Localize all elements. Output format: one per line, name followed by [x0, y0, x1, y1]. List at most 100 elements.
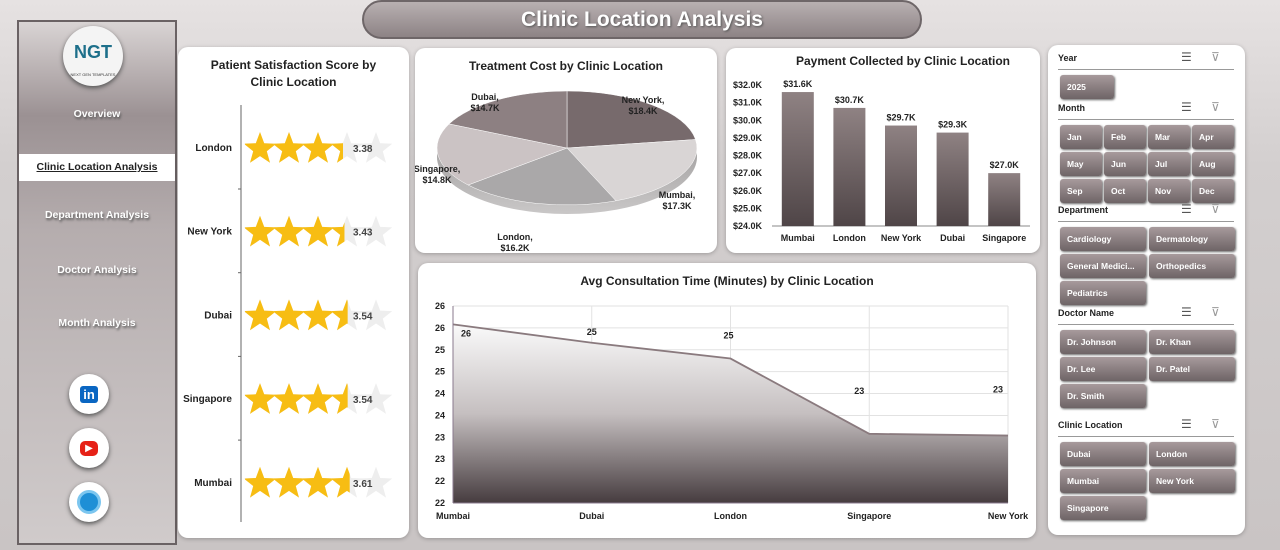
slicer-item-jun[interactable]: Jun	[1104, 152, 1146, 176]
linkedin-button[interactable]: in	[69, 374, 109, 414]
clear-filter-icon[interactable]: ⊽	[1211, 100, 1220, 114]
divider	[1058, 436, 1234, 437]
slicer-panel: Year ☰ ⊽ 2025 Month ☰ ⊽ Jan Feb Mar Apr May Jun Jul Au…	[1048, 45, 1245, 535]
star-filled-icon	[272, 215, 306, 247]
y-tick-label: $27.0K	[733, 168, 763, 178]
slicer-item-may[interactable]: May	[1060, 152, 1102, 176]
y-tick-label: 24	[435, 389, 445, 399]
website-button[interactable]	[69, 482, 109, 522]
multi-select-icon[interactable]: ☰	[1181, 100, 1192, 114]
bar-singapore	[988, 173, 1021, 226]
data-label: Mumbai, $17.3K	[659, 190, 696, 211]
nav-month-analysis[interactable]: Month Analysis	[58, 317, 136, 329]
clear-filter-icon[interactable]: ⊽	[1211, 417, 1220, 431]
bar-dubai	[936, 132, 969, 226]
data-label: 23	[854, 386, 864, 396]
slicer-item-dr-lee[interactable]: Dr. Lee	[1060, 357, 1146, 381]
data-label: $31.6K	[783, 79, 813, 89]
star-rating-london	[243, 132, 393, 163]
payment-chart: $24.0K $25.0K $26.0K $27.0K $28.0K $29.0K $30.…	[733, 79, 1030, 243]
value-label: 3.54	[353, 395, 373, 406]
slicer-item-dubai[interactable]: Dubai	[1060, 442, 1146, 466]
slicer-item-dr-smith[interactable]: Dr. Smith	[1060, 384, 1146, 408]
data-label: $30.7K	[835, 95, 865, 105]
x-tick-label: Singapore	[847, 511, 891, 521]
star-filled-icon	[301, 383, 335, 414]
slicer-item-dr-patel[interactable]: Dr. Patel	[1149, 357, 1235, 381]
page-title: Clinic Location Analysis	[362, 0, 922, 39]
data-label-line: Singapore,	[415, 164, 460, 174]
y-tick-label: $29.0K	[733, 133, 763, 143]
slicer-item-general-medici-[interactable]: General Medici...	[1060, 254, 1146, 278]
nav-department-analysis[interactable]: Department Analysis	[44, 209, 150, 221]
bar-new-york	[885, 125, 917, 226]
logo-text: NGT	[74, 42, 112, 62]
clear-filter-icon[interactable]: ⊽	[1211, 50, 1220, 64]
y-tick-label: $26.0K	[733, 186, 763, 196]
slicer-item-dec[interactable]: Dec	[1192, 179, 1234, 203]
multi-select-icon[interactable]: ☰	[1181, 50, 1192, 64]
data-label: Singapore, $14.8K	[415, 164, 460, 185]
slicer-item-mar[interactable]: Mar	[1148, 125, 1190, 149]
x-tick-label: New York	[988, 511, 1029, 521]
x-tick-label: London	[833, 233, 866, 243]
slicer-item-jul[interactable]: Jul	[1148, 152, 1190, 176]
y-tick-label: 23	[435, 432, 445, 442]
slicer-item-new-york[interactable]: New York	[1149, 469, 1235, 493]
data-label-line: $18.4K	[628, 106, 658, 116]
slicer-item-jan[interactable]: Jan	[1060, 125, 1102, 149]
category-label: Dubai	[204, 310, 232, 321]
nav-doctor-analysis[interactable]: Doctor Analysis	[57, 264, 137, 276]
slicer-item-oct[interactable]: Oct	[1104, 179, 1146, 203]
data-label: London, $16.2K	[497, 232, 533, 253]
value-label: 3.43	[353, 228, 373, 239]
y-tick-label: 24	[435, 410, 445, 420]
slicer-item-dermatology[interactable]: Dermatology	[1149, 227, 1235, 251]
slicer-item-2025[interactable]: 2025	[1060, 75, 1114, 99]
star-filled-icon	[330, 299, 348, 331]
star-filled-icon	[301, 466, 335, 498]
clear-filter-icon[interactable]: ⊽	[1211, 202, 1220, 216]
x-tick-label: Mumbai	[436, 511, 470, 521]
slicer-item-sep[interactable]: Sep	[1060, 179, 1102, 203]
slicer-title-doctor-name: Doctor Name	[1058, 308, 1115, 318]
data-label-line: New York,	[622, 95, 665, 105]
nav-overview[interactable]: Overview	[73, 108, 121, 120]
star-filled-icon	[330, 222, 345, 247]
slicer-item-feb[interactable]: Feb	[1104, 125, 1146, 149]
slicer-item-singapore[interactable]: Singapore	[1060, 496, 1146, 520]
sidebar: NGT NEXT GEN TEMPLATES Overview Clinic Lo…	[17, 20, 177, 545]
star-filled-icon	[330, 142, 344, 163]
star-filled-icon	[272, 132, 306, 163]
data-label: $29.7K	[886, 113, 916, 123]
area-fill	[453, 324, 1008, 503]
x-tick-label: Mumbai	[781, 233, 815, 243]
slicer-item-mumbai[interactable]: Mumbai	[1060, 469, 1146, 493]
slicer-item-london[interactable]: London	[1149, 442, 1235, 466]
star-filled-icon	[245, 215, 277, 247]
slicer-item-nov[interactable]: Nov	[1148, 179, 1190, 203]
star-empty-icon	[359, 466, 393, 498]
slicer-item-orthopedics[interactable]: Orthopedics	[1149, 254, 1235, 278]
slicer-item-pediatrics[interactable]: Pediatrics	[1060, 281, 1146, 305]
slicer-item-aug[interactable]: Aug	[1192, 152, 1234, 176]
youtube-button[interactable]: ▶	[69, 428, 109, 468]
payment-title: Payment Collected by Clinic Location	[795, 54, 1011, 68]
slicer-item-dr-johnson[interactable]: Dr. Johnson	[1060, 330, 1146, 354]
slicer-item-dr-khan[interactable]: Dr. Khan	[1149, 330, 1235, 354]
y-tick-label: 22	[435, 476, 445, 486]
multi-select-icon[interactable]: ☰	[1181, 202, 1192, 216]
data-label: 26	[461, 328, 471, 338]
multi-select-icon[interactable]: ☰	[1181, 417, 1192, 431]
nav-clinic-location-analysis[interactable]: Clinic Location Analysis	[19, 154, 175, 181]
value-label: 3.61	[353, 479, 373, 490]
clear-filter-icon[interactable]: ⊽	[1211, 305, 1220, 319]
star-filled-icon	[330, 466, 350, 498]
slicer-item-apr[interactable]: Apr	[1192, 125, 1234, 149]
slicer-item-cardiology[interactable]: Cardiology	[1060, 227, 1146, 251]
star-rating-mumbai	[243, 466, 393, 498]
y-tick-label: 26	[435, 301, 445, 311]
data-label: $27.0K	[990, 160, 1020, 170]
multi-select-icon[interactable]: ☰	[1181, 305, 1192, 319]
globe-icon	[77, 490, 101, 514]
